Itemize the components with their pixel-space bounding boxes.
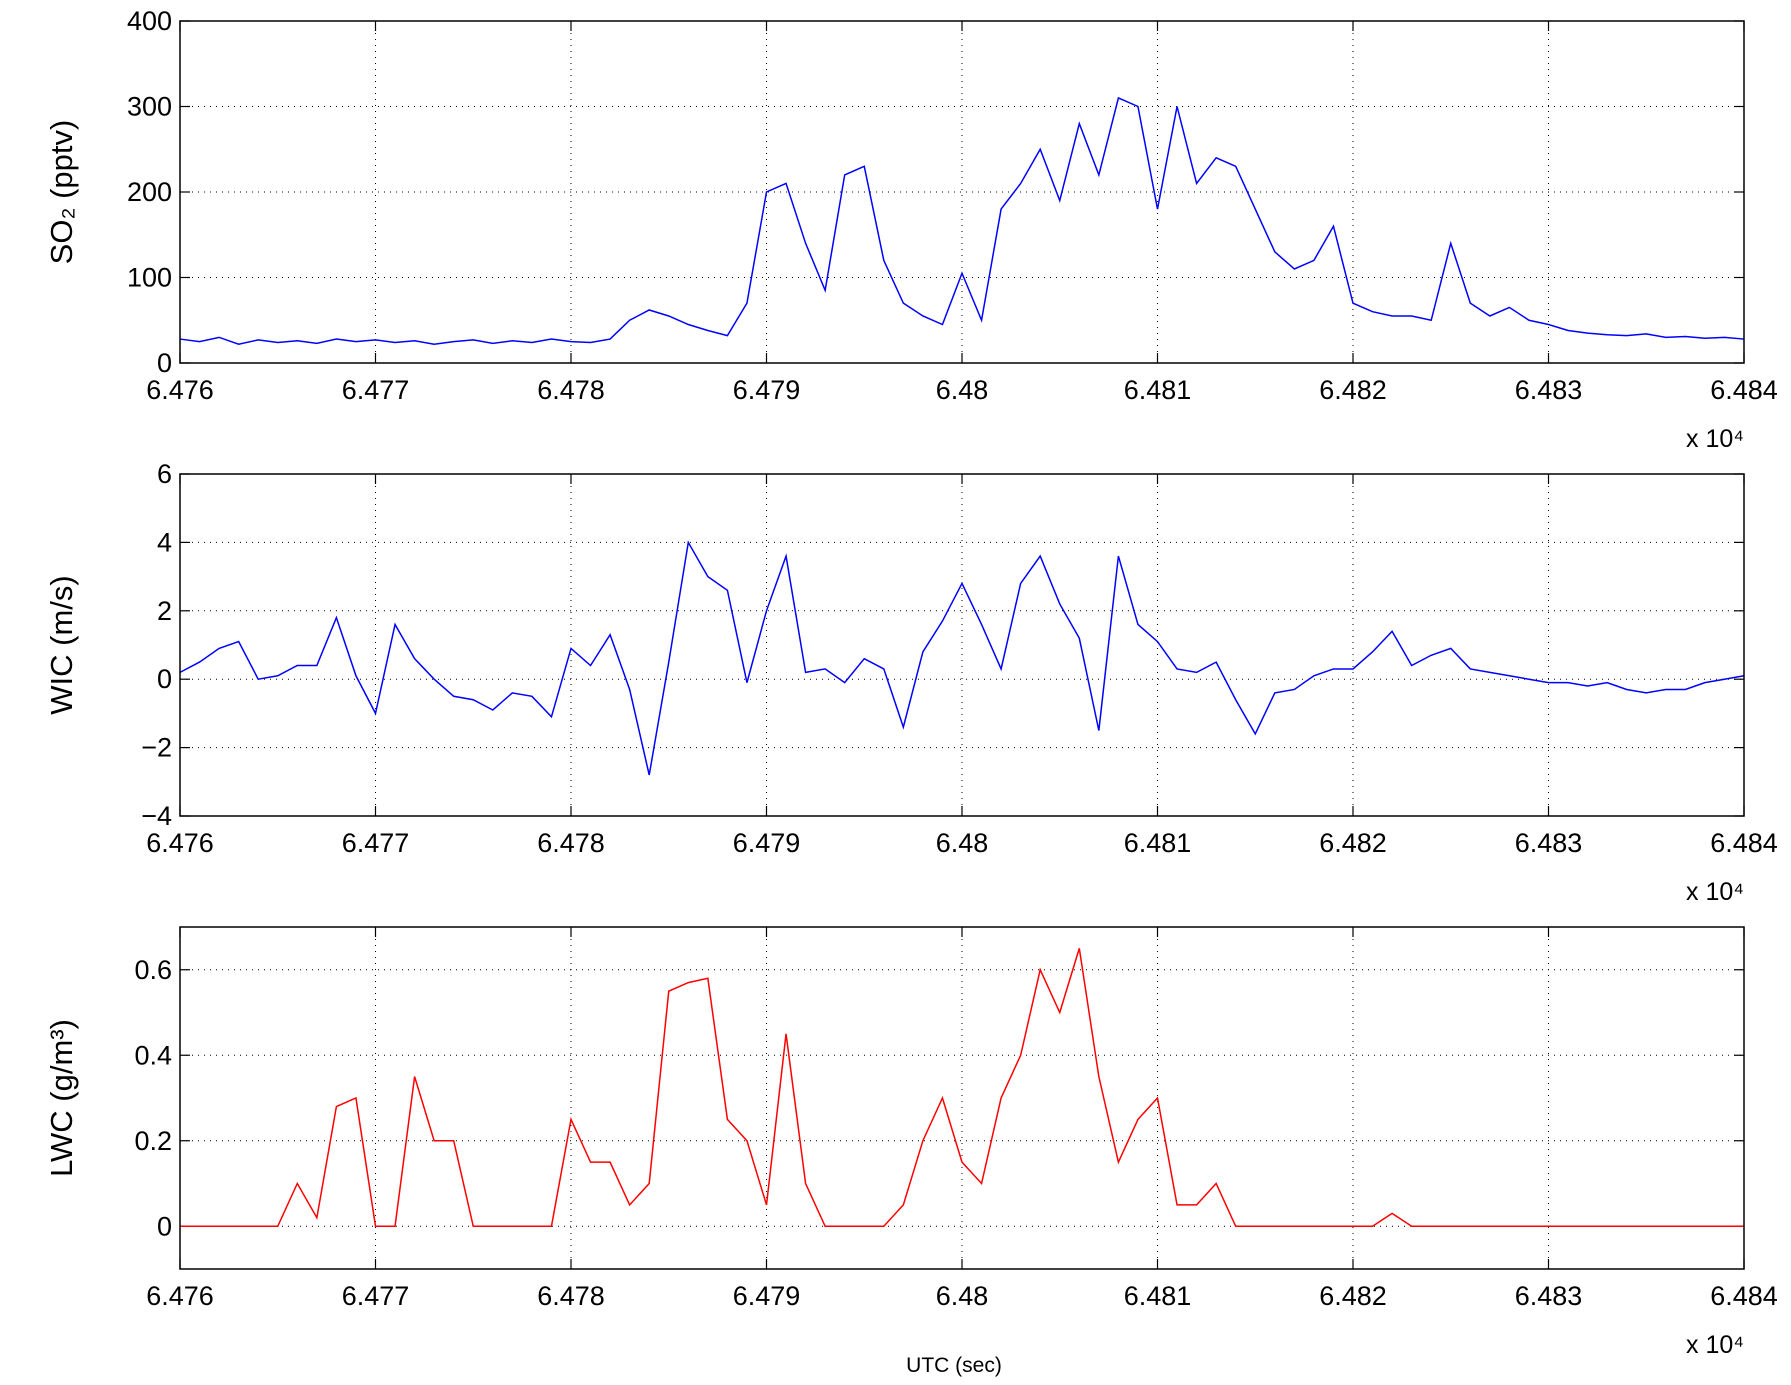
y-tick-label: 0.6 xyxy=(134,955,172,985)
plot-area xyxy=(180,21,1744,363)
x-tick-label: 6.483 xyxy=(1515,375,1583,405)
plot-area xyxy=(180,474,1744,816)
x-tick-label: 6.483 xyxy=(1515,1281,1583,1311)
y-tick-label: 4 xyxy=(157,527,172,557)
x-tick-label: 6.479 xyxy=(733,1281,801,1311)
y-tick-label: 200 xyxy=(127,177,172,207)
x-tick-label: 6.479 xyxy=(733,375,801,405)
y-axis-label: SO₂ (pptv) xyxy=(44,120,79,265)
x-tick-label: 6.482 xyxy=(1319,375,1387,405)
plot-area xyxy=(180,927,1744,1269)
x-tick-label: 6.481 xyxy=(1124,375,1192,405)
x-tick-label: 6.484 xyxy=(1710,1281,1778,1311)
y-tick-label: 6 xyxy=(157,459,172,489)
x-tick-label: 6.478 xyxy=(537,1281,605,1311)
axes-box xyxy=(179,473,1745,817)
x-tick-label: 6.476 xyxy=(146,1281,214,1311)
x-tick-label: 6.484 xyxy=(1710,375,1778,405)
x-tick-label: 6.479 xyxy=(733,828,801,858)
data-line xyxy=(180,948,1744,1227)
x-tick-label: 6.477 xyxy=(342,375,410,405)
x-scale-label: x 10⁴ xyxy=(1686,1331,1744,1359)
x-tick-label: 6.48 xyxy=(936,828,989,858)
y-tick-label: −2 xyxy=(141,733,172,763)
x-tick-label: 6.477 xyxy=(342,1281,410,1311)
y-tick-label: 100 xyxy=(127,263,172,293)
x-tick-label: 6.483 xyxy=(1515,828,1583,858)
y-tick-label: −4 xyxy=(141,801,172,831)
axes-box xyxy=(179,926,1745,1270)
data-line xyxy=(179,96,1745,345)
x-scale-label: x 10⁴ xyxy=(1686,425,1744,453)
x-tick-label: 6.476 xyxy=(146,375,214,405)
x-tick-label: 6.484 xyxy=(1710,828,1778,858)
y-tick-label: 0 xyxy=(157,348,172,378)
x-tick-label: 6.482 xyxy=(1319,828,1387,858)
y-tick-label: 0.2 xyxy=(134,1126,172,1156)
x-tick-label: 6.48 xyxy=(936,1281,989,1311)
axes-box xyxy=(179,20,1745,364)
x-axis-label: UTC (sec) xyxy=(906,1354,1002,1377)
y-tick-label: 0 xyxy=(157,664,172,694)
data-line xyxy=(179,540,1745,776)
y-tick-label: 0.4 xyxy=(134,1040,172,1070)
x-tick-label: 6.482 xyxy=(1319,1281,1387,1311)
x-scale-label: x 10⁴ xyxy=(1686,878,1744,906)
x-tick-label: 6.478 xyxy=(537,828,605,858)
x-tick-label: 6.48 xyxy=(936,375,989,405)
y-tick-label: 2 xyxy=(157,596,172,626)
x-tick-label: 6.477 xyxy=(342,828,410,858)
x-tick-label: 6.476 xyxy=(146,828,214,858)
y-tick-label: 0 xyxy=(157,1211,172,1241)
y-tick-label: 300 xyxy=(127,92,172,122)
y-tick-label: 400 xyxy=(127,6,172,36)
y-axis-label: LWC (g/m³) xyxy=(44,1019,79,1177)
x-tick-label: 6.478 xyxy=(537,375,605,405)
x-tick-label: 6.481 xyxy=(1124,1281,1192,1311)
x-tick-label: 6.481 xyxy=(1124,828,1192,858)
y-axis-label: WIC (m/s) xyxy=(44,575,79,714)
